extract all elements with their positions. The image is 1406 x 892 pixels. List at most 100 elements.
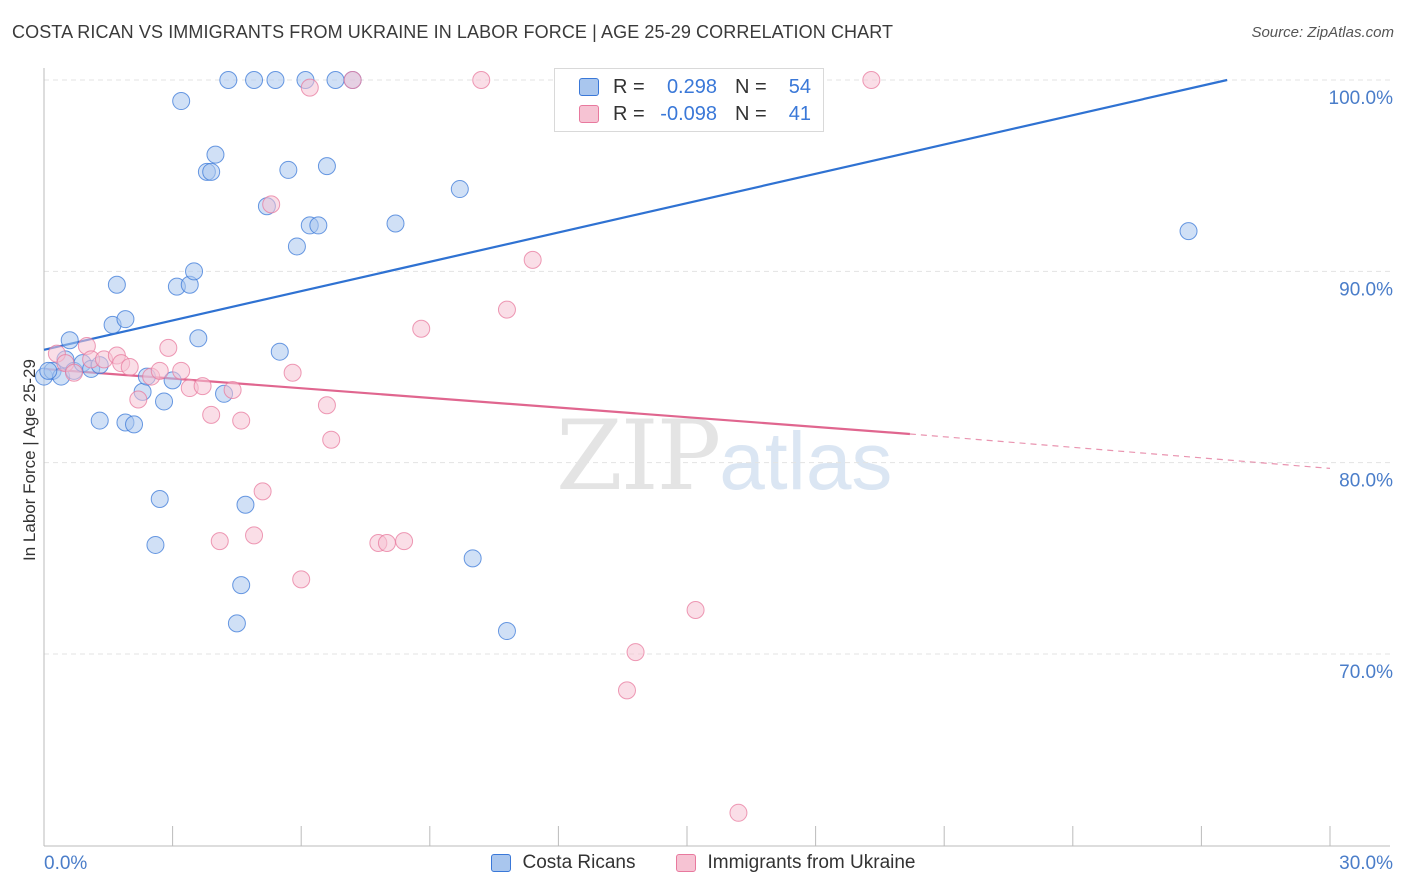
costa-rican-point (90, 411, 109, 430)
costa-rican-point (146, 535, 165, 554)
costa-rican-point (150, 490, 169, 509)
ukraine-point (159, 338, 178, 357)
legend-n-value: 41 (788, 102, 811, 125)
correlation-legend: R = 0.298 N = 54 R = -0.098 N = 41 (554, 68, 824, 132)
costa-rican-point (125, 415, 144, 434)
ukraine-point (292, 570, 311, 589)
ukraine-point (472, 71, 491, 89)
costa-rican-point (497, 622, 516, 641)
costa-rican-point (39, 361, 58, 380)
legend-swatch-blue (579, 78, 599, 96)
costa-rican-point (270, 342, 289, 361)
ukraine-point (150, 361, 169, 380)
costa-rican-point (287, 237, 306, 256)
ukraine-point (245, 526, 264, 545)
ukraine-point (317, 396, 336, 415)
costa-rican-point (107, 275, 126, 294)
costa-rican-point (326, 71, 345, 89)
legend-r-value: 0.298 (666, 75, 717, 98)
costa-rican-point (189, 329, 208, 348)
ukraine-point (202, 405, 221, 424)
legend-n-value: 54 (788, 75, 811, 98)
ukraine-point (120, 358, 139, 376)
costa-rican-point (172, 92, 191, 111)
costa-rican-point (116, 310, 135, 329)
trend-lines (43, 78, 1331, 470)
ukraine-point (862, 71, 881, 89)
costa-rican-point (219, 71, 238, 89)
costa-rican-trend-line (43, 78, 1228, 351)
legend-swatch-blue (490, 854, 511, 872)
legend-n-label: N = (735, 75, 767, 98)
ukraine-point (497, 300, 516, 319)
costa-rican-point (1179, 222, 1198, 241)
series-legend: Costa Ricans Immigrants from Ukraine (0, 852, 1406, 874)
ukraine-point (283, 363, 302, 382)
ukraine-point (232, 411, 251, 430)
ukraine-point (729, 803, 748, 822)
costa-rican-point (60, 331, 79, 350)
costa-rican-point (386, 214, 405, 233)
ukraine-point (193, 377, 212, 396)
y-tick-label: 100.0% (1329, 88, 1394, 109)
data-points (35, 71, 1198, 822)
legend-row-ukraine: R = -0.098 N = 41 (579, 101, 811, 127)
ukraine-point (210, 532, 229, 551)
axes (43, 68, 1390, 847)
ukraine-point (300, 78, 319, 97)
legend-swatch-pink (579, 105, 599, 123)
source-credit: Source: ZipAtlas.com (1251, 24, 1394, 41)
costa-rican-point (202, 162, 221, 181)
x-tick-label: 0.0% (44, 853, 87, 874)
chart-title: COSTA RICAN VS IMMIGRANTS FROM UKRAINE I… (12, 22, 894, 42)
ukraine-point (223, 380, 242, 399)
ukraine-point (617, 681, 636, 700)
ukraine-point (686, 600, 705, 619)
costa-rican-point (463, 549, 482, 568)
ukraine-point (65, 363, 84, 382)
costa-rican-point (155, 392, 174, 411)
costa-rican-point (266, 71, 285, 89)
ukraine-point (322, 430, 341, 449)
ukraine-point (129, 390, 148, 409)
legend-r-value: -0.098 (660, 102, 717, 125)
ukraine-point (343, 71, 362, 89)
legend-item-costa-ricans[interactable]: Costa Ricans (490, 852, 636, 874)
ukraine-point (253, 482, 272, 501)
ukraine-point (377, 534, 396, 553)
costa-rican-point (227, 614, 246, 633)
costa-rican-point (232, 576, 251, 595)
legend-item-ukraine[interactable]: Immigrants from Ukraine (675, 852, 916, 874)
ukraine-point (262, 195, 281, 214)
legend-r-label: R = (613, 75, 645, 98)
x-tick-labels: 0.0% 30.0% (44, 853, 1393, 874)
costa-rican-point (309, 216, 328, 235)
legend-row-costa-ricans: R = 0.298 N = 54 (579, 74, 811, 100)
y-tick-label: 90.0% (1339, 279, 1393, 300)
legend-label: Costa Ricans (522, 852, 636, 873)
ukraine-trend-extension (909, 433, 1331, 470)
costa-rican-point (317, 157, 336, 176)
legend-r-label: R = (613, 102, 645, 125)
costa-rican-point (206, 145, 225, 164)
ukraine-point (523, 250, 542, 269)
ukraine-point (172, 361, 191, 380)
y-tick-labels: 70.0% 80.0% 90.0% 100.0% (1329, 88, 1394, 683)
ukraine-point (412, 319, 431, 338)
legend-swatch-pink (675, 854, 696, 872)
legend-n-label: N = (735, 102, 767, 125)
costa-rican-point (185, 262, 204, 281)
costa-rican-point (279, 160, 298, 179)
x-tick-label: 30.0% (1339, 853, 1393, 874)
costa-rican-point (236, 495, 255, 514)
y-axis-label: In Labor Force | Age 25-29 (20, 359, 39, 561)
costa-rican-point (450, 180, 469, 199)
ukraine-point (395, 532, 414, 551)
gridlines (44, 79, 1390, 655)
ukraine-point (626, 643, 645, 662)
costa-rican-point (245, 71, 264, 89)
y-tick-label: 70.0% (1339, 662, 1393, 683)
y-tick-label: 80.0% (1339, 471, 1393, 492)
legend-label: Immigrants from Ukraine (707, 852, 916, 873)
